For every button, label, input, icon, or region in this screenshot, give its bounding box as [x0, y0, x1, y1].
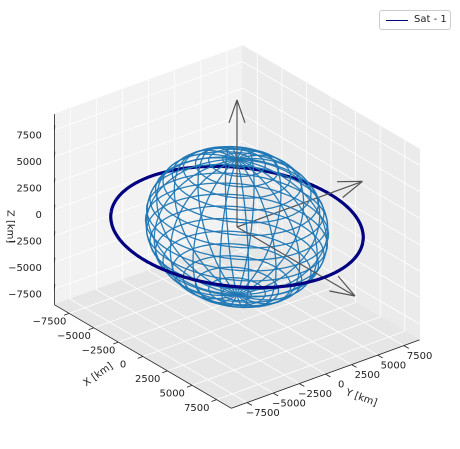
grid-z-wallx-6: [54, 61, 243, 131]
orbit-sat-1-seg-2: [109, 211, 325, 290]
z-tick-label-6: 7500: [16, 131, 41, 142]
y-tick-mark-1: [273, 392, 279, 397]
ref-axis-x-shaft: [236, 226, 356, 297]
parallel-13: [154, 156, 320, 237]
y-axis-line: [231, 339, 420, 409]
y-tick-mark-2: [299, 383, 305, 387]
legend-swatch-sat-1: [386, 20, 408, 21]
legend: Sat - 1: [379, 10, 451, 30]
grid-z-wally-4: [242, 114, 420, 219]
x-tick-mark-1: [88, 327, 94, 331]
x-tick-mark-4: [162, 370, 168, 374]
parallel-8: [149, 205, 325, 291]
parallel-2: [208, 277, 266, 306]
earth-wireframe: [144, 145, 330, 309]
grid-z-wallx-5: [54, 87, 243, 157]
grid-y-floor-4: [174, 260, 352, 365]
x-tick-label-6: 7500: [184, 403, 209, 414]
grid-z-wally-6: [242, 61, 420, 166]
parallel-6: [162, 230, 312, 303]
x-tick-label-4: 2500: [135, 374, 160, 385]
x-tick-mark-6: [211, 399, 217, 402]
parallel-17: [194, 146, 280, 188]
orbit-sat-1-seg-1: [109, 164, 365, 243]
y-tick-label-5: 5000: [381, 360, 406, 371]
parallel-19: [222, 152, 252, 168]
z-tick-label-1: −5000: [8, 263, 42, 274]
x-tick-mark-2: [113, 341, 119, 345]
parallel-11: [145, 172, 329, 261]
y-tick-label-6: 7500: [407, 351, 432, 362]
orbit-back-segment: [109, 164, 365, 243]
parallel-12: [149, 163, 325, 249]
orbit-front-segment: [109, 211, 365, 290]
parallel-4: [182, 255, 292, 309]
parallel-10: [144, 182, 330, 272]
z-tick-label-5: 5000: [16, 157, 41, 168]
y-tick-label-0: −7500: [246, 408, 280, 419]
ref-axis-x-head-b: [337, 275, 356, 297]
x-tick-mark-5: [186, 384, 193, 388]
grid-z-wally-1: [242, 193, 420, 298]
x-tick-mark-0: [63, 313, 70, 316]
z-tick-label-0: −7500: [8, 289, 42, 300]
y-tick-label-1: −5000: [272, 398, 306, 409]
x-axis-line: [54, 304, 232, 409]
x-axis-label: X [km]: [82, 361, 116, 389]
parallel-18: [208, 148, 266, 177]
x-tick-label-2: −2500: [82, 345, 116, 356]
ref-axis-z-head-b: [228, 99, 238, 123]
parallel-16: [182, 145, 292, 199]
orbit-sat-1-seg-0: [322, 241, 365, 280]
y-tick-label-2: −2500: [298, 389, 332, 400]
ref-axis-y-head-a: [342, 180, 363, 198]
legend-label-sat-1: Sat - 1: [414, 14, 447, 25]
ref-axis-z-head-a: [236, 99, 246, 123]
z-axis-label: Z [km]: [5, 210, 16, 243]
reference-axes-back: [236, 180, 363, 228]
ref-axis-y-shaft: [236, 180, 363, 228]
y-tick-mark-3: [325, 373, 331, 378]
x-tick-label-0: −7500: [32, 317, 66, 328]
y-tick-label-3: 0: [338, 379, 344, 390]
y-axis-label: Y [km]: [343, 387, 378, 409]
z-tick-label-2: −2500: [8, 237, 42, 248]
grid-y-floor-0: [69, 298, 248, 403]
x-tick-label-1: −5000: [57, 331, 91, 342]
grid-z-wallx-4: [54, 114, 243, 184]
y-tick-mark-4: [351, 364, 357, 368]
parallel-14: [162, 151, 312, 224]
grid-y-floor-1: [96, 289, 274, 394]
x-tick-label-3: 0: [120, 360, 126, 371]
x-tick-label-5: 5000: [159, 389, 184, 400]
y-tick-mark-5: [377, 354, 383, 359]
grid-z-wally-2: [242, 167, 420, 272]
parallel-15: [171, 147, 303, 211]
grid-lines: [54, 51, 420, 403]
grid-z-wally-5: [242, 87, 420, 192]
x-tick-mark-3: [137, 356, 144, 359]
y-tick-label-4: 2500: [355, 370, 380, 381]
y-tick-mark-6: [403, 345, 409, 349]
z-tick-label-4: 2500: [16, 184, 41, 195]
ref-axis-x-head-a: [329, 290, 356, 297]
axes-edges: [54, 114, 420, 409]
grid-y-floor-3: [148, 270, 326, 375]
y-tick-mark-0: [246, 402, 253, 406]
grid-y-floor-2: [122, 279, 300, 384]
z-tick-label-3: 0: [36, 210, 42, 221]
grid-y-floor-5: [200, 251, 378, 356]
reference-axes-front: [228, 99, 356, 297]
